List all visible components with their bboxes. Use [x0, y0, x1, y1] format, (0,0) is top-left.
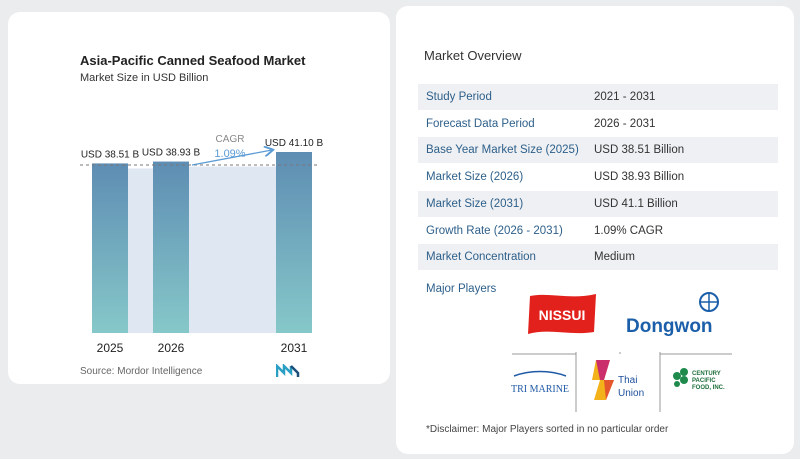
overview-row: Market Concentration Medium: [418, 244, 778, 271]
x-tick-label: 2025: [97, 341, 124, 355]
overview-row: Market Size (2031) USD 41.1 Billion: [418, 190, 778, 217]
svg-text:CENTURY: CENTURY: [692, 371, 721, 377]
century-pacific-logo: CENTURY PACIFIC FOOD, INC.: [673, 368, 725, 391]
bar-2031: [276, 152, 312, 333]
bar-chart: USD 38.51 B 2025 USD 38.93 B 2026 USD 41.10 …: [80, 134, 324, 355]
mordor-intelligence-logo: [276, 364, 300, 377]
overview-row-value: Medium: [594, 251, 635, 264]
data-label: USD 38.93 B: [142, 148, 201, 159]
svg-text:Dongwon: Dongwon: [626, 316, 713, 337]
bar-2026: [153, 161, 189, 333]
bar-2025: [92, 163, 128, 333]
disclaimer-text: *Disclaimer: Major Players sorted in no …: [426, 424, 669, 435]
nissui-logo: NISSUI: [528, 294, 596, 334]
overview-row-label: Forecast Data Period: [426, 117, 535, 130]
overview-row-label: Market Size (2031): [426, 197, 524, 210]
overview-row-label: Market Concentration: [426, 251, 536, 264]
cagr-label: CAGR: [216, 134, 245, 145]
overview-row-label: Market Size (2026): [426, 171, 524, 184]
overview-row: Growth Rate (2026 - 2031) 1.09% CAGR: [418, 218, 778, 244]
svg-text:TRI MARINE: TRI MARINE: [511, 384, 569, 395]
data-label: USD 41.10 B: [265, 138, 324, 149]
thai-union-logo: Thai Union: [592, 360, 644, 400]
x-tick-label: 2026: [158, 341, 185, 355]
cagr-arrow: [191, 150, 272, 166]
svg-text:Union: Union: [618, 388, 644, 399]
source-text: Source: Mordor Intelligence: [80, 366, 203, 377]
overview-row-value: USD 38.93 Billion: [594, 171, 685, 184]
chart-title: Asia-Pacific Canned Seafood Market: [80, 53, 306, 68]
dongwon-logo: Dongwon: [626, 292, 719, 337]
overview-row-label: Study Period: [426, 91, 492, 103]
overview-row-value: 2026 - 2031: [594, 117, 656, 130]
overview-row: Market Size (2026) USD 38.93 Billion: [418, 164, 778, 190]
cagr-gap-area: [189, 166, 276, 333]
overview-row-value: USD 41.1 Billion: [594, 197, 678, 210]
overview-row: Forecast Data Period 2026 - 2031: [418, 111, 778, 137]
svg-text:NISSUI: NISSUI: [539, 307, 586, 323]
overview-row: Base Year Market Size (2025) USD 38.51 Bi…: [418, 137, 778, 164]
overview-row-value: 2021 - 2031: [594, 91, 656, 103]
svg-text:FOOD, INC.: FOOD, INC.: [692, 385, 725, 391]
overview-row-label: Growth Rate (2026 - 2031): [426, 224, 563, 237]
svg-text:PACIFIC: PACIFIC: [692, 378, 716, 384]
overview-row-label: Base Year Market Size (2025): [426, 144, 579, 157]
tri-marine-logo: TRI MARINE: [511, 370, 569, 395]
overview-title: Market Overview: [424, 48, 522, 63]
svg-text:Thai: Thai: [618, 375, 637, 386]
x-tick-label: 2031: [281, 341, 308, 355]
logo-dividers: [512, 352, 732, 412]
gap-area: [128, 168, 153, 333]
chart-subtitle: Market Size in USD Billion: [80, 72, 209, 84]
overview-row-value: 1.09% CAGR: [594, 224, 664, 237]
overview-row: Study Period 2021 - 2031: [418, 84, 778, 110]
overview-row-value: USD 38.51 Billion: [594, 144, 685, 157]
data-label: USD 38.51 B: [81, 149, 140, 160]
cagr-value: 1.09%: [214, 148, 245, 160]
major-players-label: Major Players: [426, 283, 497, 295]
